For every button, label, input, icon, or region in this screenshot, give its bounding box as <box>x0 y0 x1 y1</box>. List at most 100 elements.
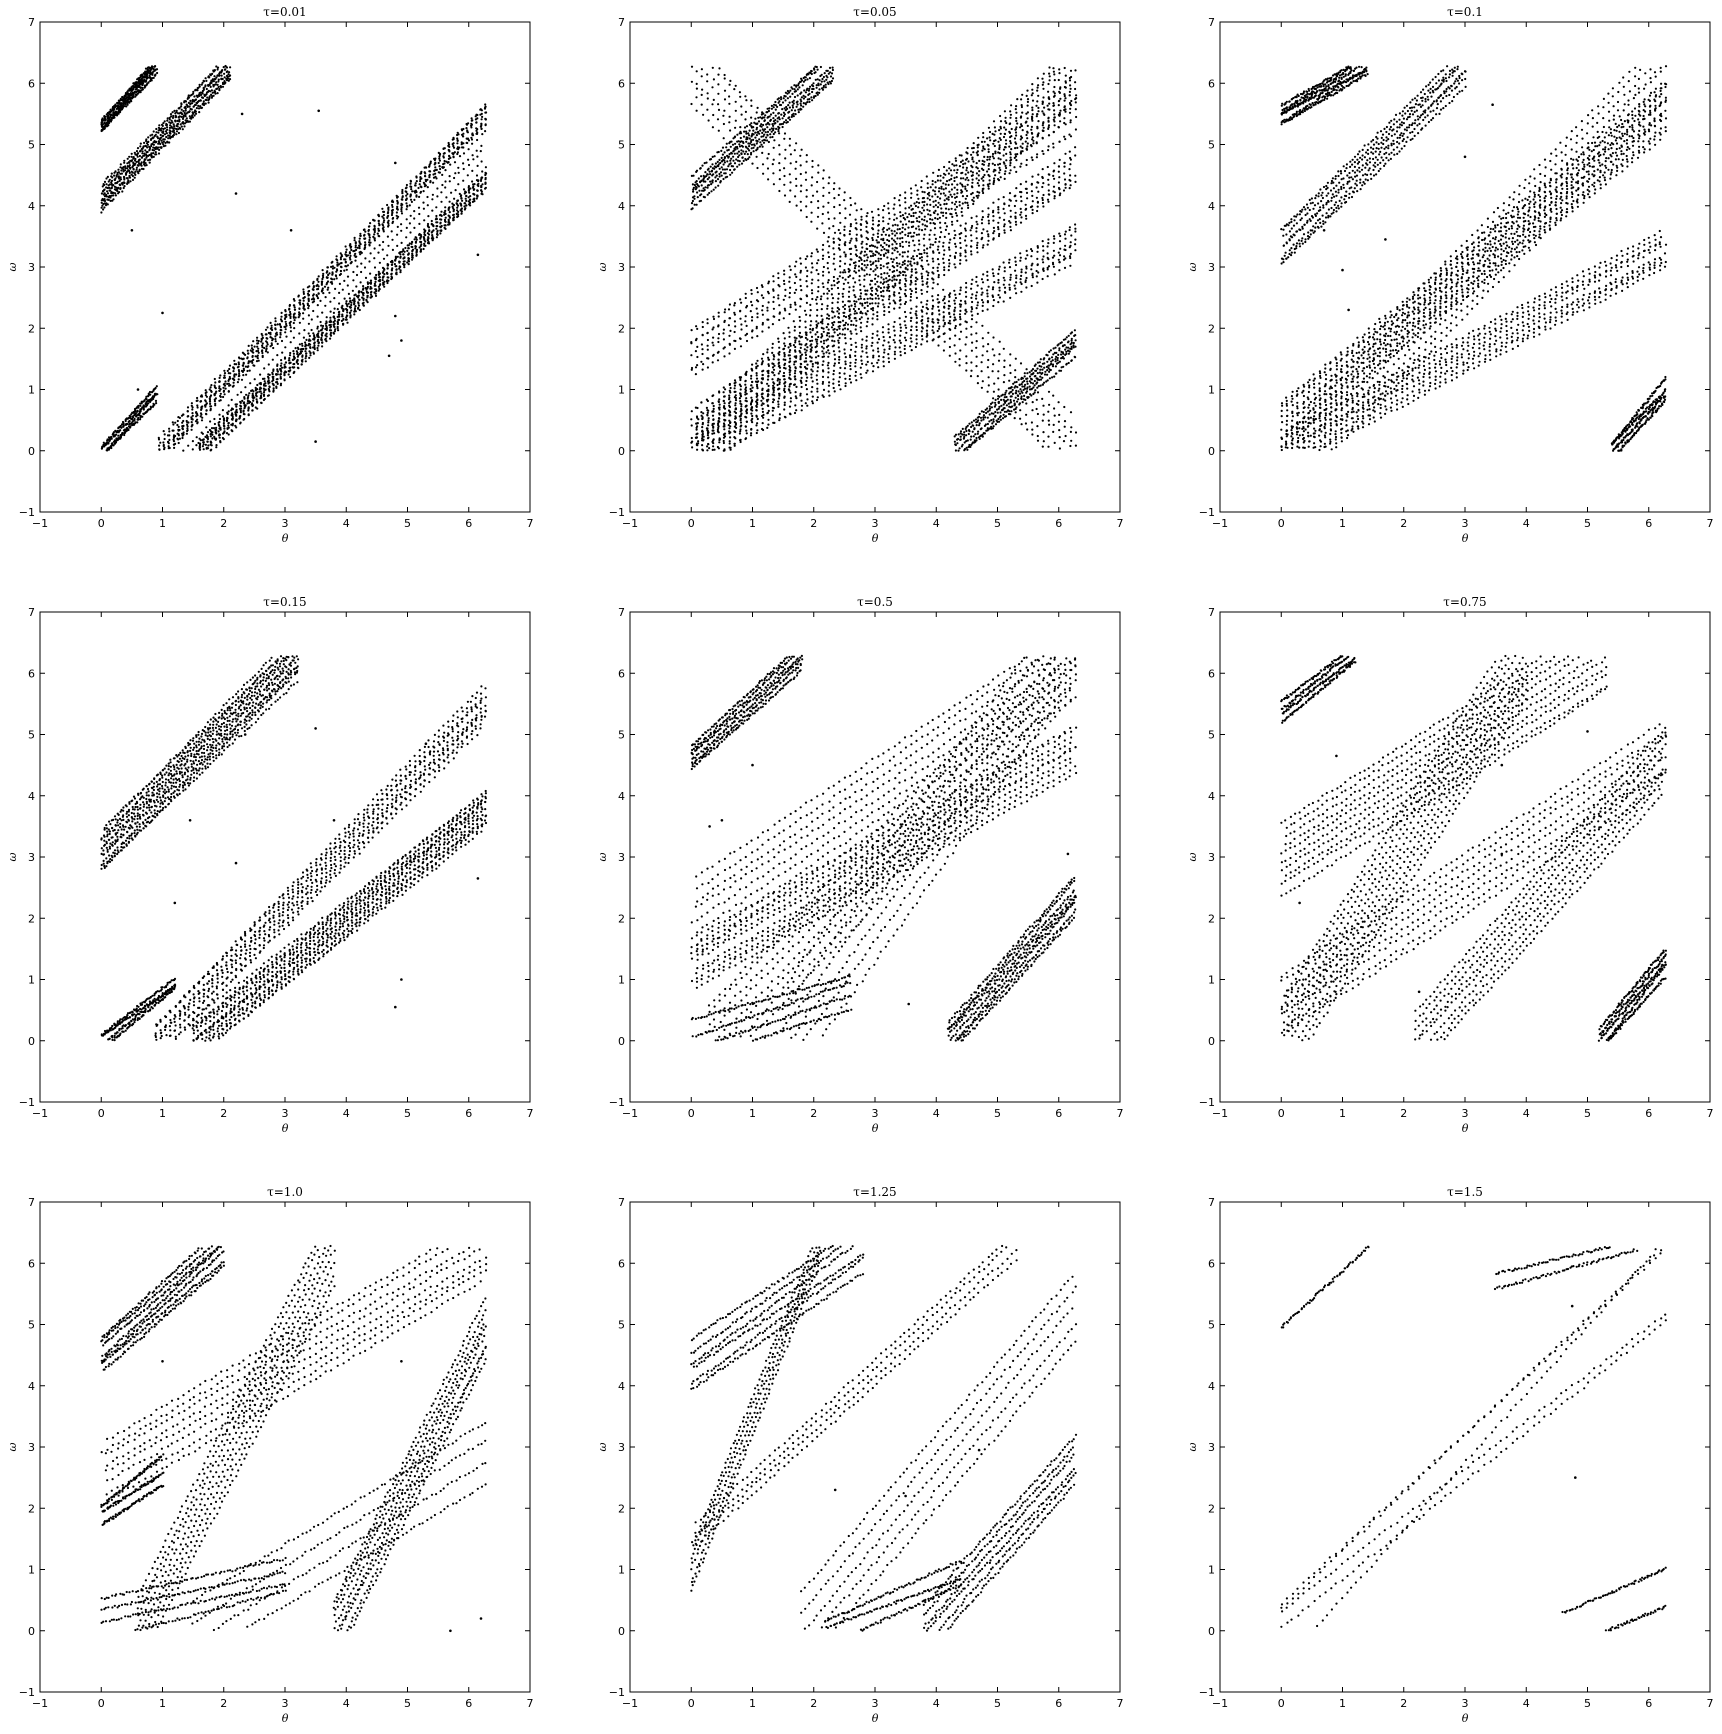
data-point <box>788 276 791 279</box>
data-point <box>130 96 133 99</box>
data-point <box>926 182 929 185</box>
data-point <box>987 213 990 216</box>
data-point <box>406 192 409 196</box>
data-point <box>325 316 328 319</box>
data-point <box>1019 183 1022 186</box>
data-point <box>237 365 240 368</box>
data-point <box>712 353 715 356</box>
data-point <box>272 379 275 382</box>
data-point <box>222 386 225 389</box>
data-point <box>899 220 902 223</box>
data-point <box>157 126 160 129</box>
data-point <box>368 236 371 239</box>
data-point <box>237 363 241 366</box>
data-point <box>165 122 168 126</box>
data-point <box>778 311 782 314</box>
data-point <box>143 160 146 163</box>
data-point <box>695 337 698 340</box>
data-point <box>424 178 427 181</box>
data-point <box>257 349 260 353</box>
data-point <box>457 183 460 186</box>
data-point <box>362 287 365 290</box>
data-point <box>305 354 308 358</box>
data-point <box>139 86 142 89</box>
data-point <box>965 169 968 172</box>
data-point <box>1041 150 1044 153</box>
data-point <box>392 216 395 220</box>
data-point <box>992 201 995 204</box>
data-point <box>429 170 432 173</box>
data-point <box>400 206 403 209</box>
data-point <box>118 183 121 186</box>
data-point <box>194 103 197 107</box>
data-point <box>855 319 858 322</box>
data-point <box>289 341 292 344</box>
data-point <box>866 263 869 267</box>
data-point <box>119 429 122 432</box>
data-point <box>970 239 973 242</box>
data-point <box>424 244 427 247</box>
data-point <box>364 243 367 246</box>
data-point <box>1030 156 1033 159</box>
data-point <box>468 203 471 206</box>
data-point <box>325 276 328 279</box>
data-point <box>936 269 939 272</box>
data-point <box>302 336 305 339</box>
data-point <box>191 102 194 105</box>
data-point <box>167 445 170 448</box>
data-point <box>1064 186 1067 189</box>
data-point <box>1019 195 1023 198</box>
data-point <box>192 90 195 93</box>
data-point <box>386 215 389 218</box>
data-point <box>129 92 132 95</box>
data-point <box>806 363 809 366</box>
data-point <box>981 246 985 249</box>
data-point <box>484 111 487 114</box>
data-point <box>190 402 193 405</box>
data-point <box>128 174 131 177</box>
data-point <box>773 315 776 318</box>
x-tick-label: 2 <box>220 517 227 530</box>
data-point <box>1003 229 1006 232</box>
data-point <box>1008 198 1011 201</box>
data-point <box>270 343 273 347</box>
data-point <box>756 335 759 338</box>
data-point <box>191 412 194 415</box>
data-point <box>165 135 168 139</box>
data-point <box>992 209 995 212</box>
data-point <box>711 328 714 331</box>
data-point <box>1003 231 1006 234</box>
data-point <box>447 141 450 145</box>
data-point <box>1003 172 1007 175</box>
data-point <box>756 316 759 319</box>
data-point <box>991 162 994 165</box>
data-point <box>110 172 113 175</box>
data-point <box>1024 140 1027 143</box>
data-point <box>484 130 487 133</box>
data-point <box>438 214 442 217</box>
data-point <box>374 288 377 291</box>
data-point <box>150 65 154 68</box>
data-point <box>399 265 402 268</box>
data-point <box>827 255 831 259</box>
data-point <box>127 161 130 164</box>
data-point <box>189 107 192 111</box>
data-point <box>452 210 455 213</box>
y-tick-label: 3 <box>28 261 35 274</box>
data-point <box>432 181 435 184</box>
data-point <box>194 112 198 115</box>
data-point <box>292 352 295 355</box>
data-point <box>418 212 421 216</box>
data-point <box>213 435 216 438</box>
data-point <box>1020 200 1023 203</box>
data-point <box>182 413 185 416</box>
data-point <box>755 299 759 302</box>
data-point <box>843 269 846 272</box>
data-point <box>297 367 300 370</box>
data-point <box>422 190 425 193</box>
data-point <box>205 98 208 102</box>
data-point <box>352 250 355 253</box>
data-point <box>247 365 250 368</box>
data-point <box>931 179 934 183</box>
data-point <box>284 361 287 364</box>
